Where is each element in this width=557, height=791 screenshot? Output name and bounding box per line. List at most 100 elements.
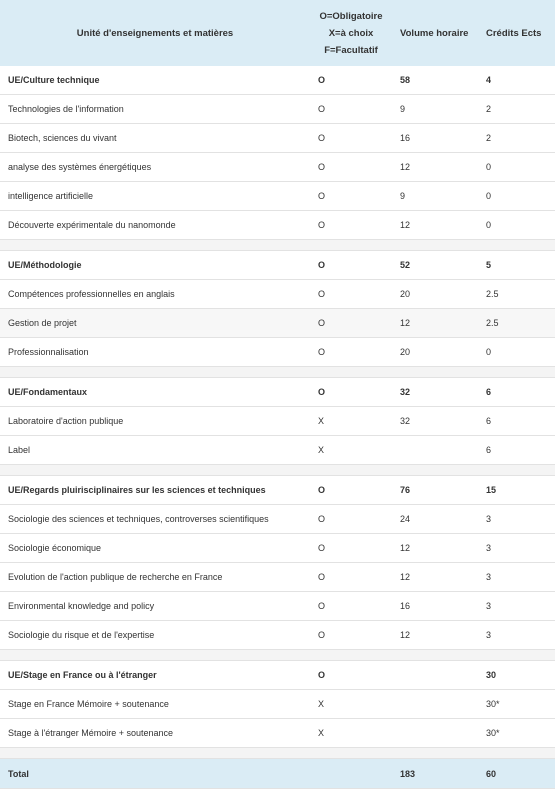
table-row: Découverte expérimentale du nanomonde O …: [0, 211, 555, 240]
cell-name: Sociologie du risque et de l'expertise: [8, 630, 155, 640]
cell-credits: 3: [486, 601, 492, 611]
cell-name: Stage en France Mémoire + soutenance: [8, 699, 169, 709]
cell-credits: 0: [486, 191, 492, 201]
cell-hours: 76: [400, 485, 411, 495]
cell-credits: 0: [486, 220, 492, 230]
table-row: intelligence artificielle O 9 0: [0, 182, 555, 211]
table-row: Technologies de l'information O 9 2: [0, 95, 555, 124]
cell-code: O: [318, 601, 326, 611]
cell-code: O: [318, 260, 326, 270]
total-label: Total: [0, 758, 310, 789]
cell-name: UE/Culture technique: [8, 75, 100, 85]
header-type: O=Obligatoire X=à choix F=Facultatif: [310, 0, 392, 66]
cell-name: Stage à l'étranger Mémoire + soutenance: [8, 728, 174, 738]
cell-code: X: [318, 699, 325, 709]
table-row: Evolution de l'action publique de recher…: [0, 563, 555, 592]
total-credits: 60: [478, 758, 555, 789]
header-unit: Unité d'enseignements et matières: [0, 0, 310, 66]
cell-credits: 30: [486, 670, 497, 680]
section-spacer: [0, 747, 555, 759]
table-row: Biotech, sciences du vivant O 16 2: [0, 124, 555, 153]
cell-hours: 16: [400, 133, 411, 143]
table-row: Sociologie du risque et de l'expertise O…: [0, 621, 555, 650]
table-row-ue: UE/Méthodologie O 52 5: [0, 251, 555, 280]
cell-credits: 2: [486, 133, 492, 143]
table-row: analyse des systèmes énergétiques O 12 0: [0, 153, 555, 182]
cell-hours: 12: [400, 162, 411, 172]
header-type-line2: X=à choix: [328, 27, 374, 39]
cell-hours: 12: [400, 543, 411, 553]
cell-hours: 9: [400, 104, 406, 114]
cell-code: O: [318, 347, 326, 357]
cell-credits: 6: [486, 416, 492, 426]
cell-hours: [392, 436, 478, 465]
table-row: Sociologie économique O 12 3: [0, 534, 555, 563]
header-credits: Crédits Ects: [478, 0, 555, 66]
cell-name: Evolution de l'action publique de recher…: [8, 572, 223, 582]
cell-hours: 12: [400, 572, 411, 582]
cell-hours: 12: [400, 220, 411, 230]
cell-name: Label: [8, 445, 31, 455]
cell-name: Technologies de l'information: [8, 104, 124, 114]
cell-name: Sociologie des sciences et techniques, c…: [8, 514, 269, 524]
cell-hours: [392, 719, 478, 748]
cell-code: O: [318, 289, 326, 299]
cell-code: O: [318, 514, 326, 524]
cell-code: O: [318, 104, 326, 114]
cell-name: UE/Stage en France ou à l'étranger: [8, 670, 157, 680]
cell-code: O: [318, 670, 326, 680]
cell-credits: 15: [486, 485, 497, 495]
cell-credits: 0: [486, 162, 492, 172]
table-row-ue: UE/Stage en France ou à l'étranger O 30: [0, 661, 555, 690]
cell-credits: 0: [486, 347, 492, 357]
cell-hours: 52: [400, 260, 411, 270]
cell-credits: 6: [486, 445, 492, 455]
table-row: Sociologie des sciences et techniques, c…: [0, 505, 555, 534]
header-hours: Volume horaire: [392, 0, 478, 66]
cell-code: O: [318, 220, 326, 230]
cell-hours: 20: [400, 289, 411, 299]
cell-credits: 5: [486, 260, 492, 270]
table-row: Stage à l'étranger Mémoire + soutenance …: [0, 719, 555, 748]
cell-hours: 58: [400, 75, 411, 85]
header-type-line1: O=Obligatoire: [319, 10, 383, 22]
table-row-ue: UE/Fondamentaux O 32 6: [0, 378, 555, 407]
total-hours: 183: [392, 758, 478, 789]
cell-name: Laboratoire d'action publique: [8, 416, 124, 426]
section-spacer: [0, 239, 555, 251]
cell-code: O: [318, 75, 326, 85]
cell-credits: 6: [486, 387, 492, 397]
cell-name: Gestion de projet: [0, 308, 310, 338]
cell-hours: 12: [392, 308, 478, 338]
cell-code: X: [318, 728, 325, 738]
cell-name: Environmental knowledge and policy: [8, 601, 155, 611]
cell-hours: 32: [400, 416, 411, 426]
cell-code: O: [318, 387, 326, 397]
cell-credits: 2.5: [478, 308, 555, 338]
total-row: Total 183 60: [0, 758, 555, 789]
cell-name: Professionnalisation: [8, 347, 89, 357]
table-row: Environmental knowledge and policy O 16 …: [0, 592, 555, 621]
table-row: Laboratoire d'action publique X 32 6: [0, 407, 555, 436]
cell-code: O: [318, 630, 326, 640]
cell-name: intelligence artificielle: [8, 191, 94, 201]
cell-credits: 2.5: [486, 289, 499, 299]
cell-name: analyse des systèmes énergétiques: [8, 162, 152, 172]
total-code: [310, 758, 392, 789]
cell-credits: 30*: [486, 728, 500, 738]
table-row: Professionnalisation O 20 0: [0, 338, 555, 367]
cell-credits: 3: [486, 514, 492, 524]
cell-credits: 3: [486, 630, 492, 640]
cell-credits: 3: [486, 572, 492, 582]
cell-hours: 16: [400, 601, 411, 611]
table-header-row: Unité d'enseignements et matières O=Obli…: [0, 0, 555, 66]
cell-code: O: [318, 133, 326, 143]
table-row-ue: UE/Culture technique O 58 4: [0, 66, 555, 95]
section-spacer: [0, 366, 555, 378]
section-spacer: [0, 649, 555, 661]
cell-credits: 30*: [486, 699, 500, 709]
cell-name: Sociologie économique: [8, 543, 102, 553]
cell-credits: 2: [486, 104, 492, 114]
cell-hours: [392, 690, 478, 719]
